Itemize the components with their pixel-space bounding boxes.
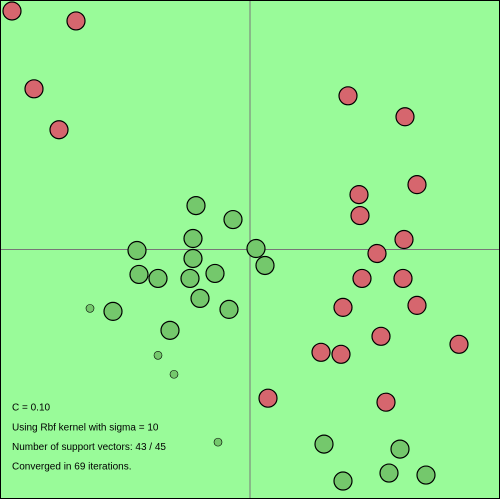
data-point: [24, 79, 44, 99]
data-point: [258, 388, 278, 408]
data-point: [183, 228, 203, 249]
data-point: [393, 268, 413, 289]
data-point: [352, 268, 372, 289]
data-point: [153, 350, 163, 360]
data-point: [395, 107, 415, 127]
data-point: [127, 240, 147, 261]
data-point: [376, 392, 396, 412]
data-point: [311, 342, 331, 362]
data-point: [183, 248, 203, 269]
data-point: [331, 344, 351, 364]
data-point: [169, 369, 179, 379]
status-text: C = 0.10: [12, 403, 51, 414]
data-point: [367, 243, 387, 264]
data-point: [186, 195, 206, 216]
data-point: [66, 11, 86, 31]
status-text: Converged in 69 iterations.: [12, 462, 132, 473]
data-point: [314, 434, 334, 454]
data-point: [371, 326, 391, 346]
data-point: [49, 120, 69, 140]
data-point: [213, 437, 223, 447]
data-point: [160, 320, 180, 340]
data-point: [190, 288, 210, 309]
status-text: Number of support vectors: 43 / 45: [12, 442, 166, 453]
data-point: [350, 205, 370, 226]
data-point: [416, 465, 436, 485]
data-point: [407, 175, 427, 195]
data-point: [338, 86, 358, 106]
data-point: [449, 334, 469, 354]
data-point: [223, 209, 243, 230]
data-point: [103, 301, 123, 321]
data-point: [394, 229, 414, 250]
data-point: [333, 471, 353, 491]
data-point: [407, 295, 427, 315]
data-point: [246, 238, 266, 259]
data-point: [85, 304, 95, 313]
data-point: [180, 268, 200, 289]
data-point: [129, 264, 149, 285]
data-point: [349, 185, 369, 205]
data-point: [390, 439, 410, 459]
data-point: [379, 463, 399, 483]
data-point: [205, 263, 225, 284]
status-text: Using Rbf kernel with sigma = 10: [12, 422, 159, 433]
data-point: [148, 268, 168, 289]
data-point: [333, 297, 353, 317]
data-point: [255, 255, 275, 276]
data-point: [219, 299, 239, 319]
data-point: [2, 1, 22, 21]
